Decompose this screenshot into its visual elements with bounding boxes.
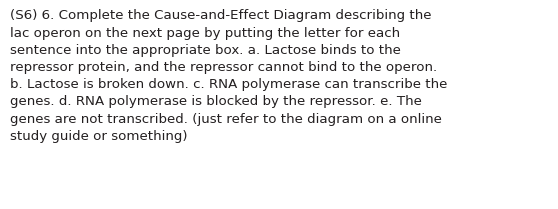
- Text: (S6) 6. Complete the Cause-and-Effect Diagram describing the
lac operon on the n: (S6) 6. Complete the Cause-and-Effect Di…: [10, 9, 448, 143]
